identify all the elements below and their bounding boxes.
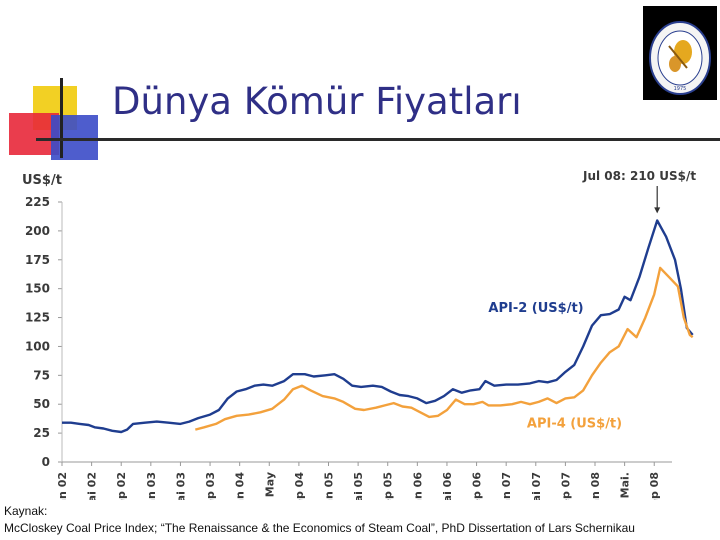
x-tick-label: Sep 02	[115, 472, 128, 500]
svg-text:1975: 1975	[674, 86, 687, 92]
y-tick-label: 125	[25, 311, 50, 325]
x-tick-label: Jan 07	[500, 472, 513, 500]
x-tick-label: Sep 05	[382, 472, 395, 500]
x-tick-label: Mai 07	[530, 472, 543, 500]
source-text: McCloskey Coal Price Index; “The Renaiss…	[4, 521, 635, 535]
x-tick-label: Jan 08	[589, 472, 602, 500]
decorative-red-square	[9, 113, 59, 155]
x-tick-label: Mai 06	[441, 472, 454, 500]
x-tick-label: Sep 08	[648, 472, 661, 500]
x-tick-label: Mai 02	[86, 472, 99, 500]
x-tick-label: Jan 02	[56, 472, 69, 500]
annotation-arrow-head	[654, 207, 661, 214]
y-tick-label: 225	[25, 195, 50, 209]
x-tick-label: May	[263, 472, 276, 497]
x-tick-label: Sep 07	[559, 472, 572, 500]
x-tick-label: Mai 03	[174, 472, 187, 500]
decorative-vertical-line	[60, 78, 63, 158]
y-tick-label: 200	[25, 224, 50, 238]
series-label-api-2: API-2 (US$/t)	[488, 301, 583, 316]
peak-annotation: Jul 08: 210 US$/t	[582, 169, 696, 183]
x-tick-label: Jan 05	[323, 472, 336, 500]
x-tick-label: Mai.	[619, 472, 632, 498]
source-label: Kaynak:	[4, 504, 48, 518]
y-tick-label: 175	[25, 253, 50, 267]
series-label-api-4: API-4 (US$/t)	[527, 416, 622, 431]
title-divider	[36, 138, 720, 141]
x-tick-label: Jan 06	[411, 472, 424, 500]
y-tick-label: 0	[42, 455, 50, 469]
y-tick-label: 75	[33, 368, 50, 382]
x-tick-label: Sep 06	[471, 472, 484, 500]
x-tick-label: Sep 03	[204, 472, 217, 500]
y-tick-label: 150	[25, 282, 50, 296]
y-tick-label: 50	[33, 397, 50, 411]
decorative-blue-square	[51, 115, 98, 160]
x-tick-label: Jan 04	[234, 472, 247, 500]
coal-price-chart: US$/t 0 25 50 75 100 125 150 175 200 225 Jan 02 Mai …	[22, 169, 696, 500]
university-seal-icon: 1975	[643, 6, 717, 100]
x-tick-label: Sep 04	[293, 472, 306, 500]
x-tick-label: Jan 03	[145, 472, 158, 500]
series-line-api-4	[194, 266, 694, 431]
y-tick-label: 100	[25, 339, 50, 353]
y-tick-label: 25	[33, 426, 50, 440]
x-tick-label: Mai 05	[352, 472, 365, 500]
y-axis-label: US$/t	[22, 173, 62, 188]
series-line-api-2	[62, 219, 694, 434]
page-title: Dünya Kömür Fiyatları	[112, 80, 522, 123]
